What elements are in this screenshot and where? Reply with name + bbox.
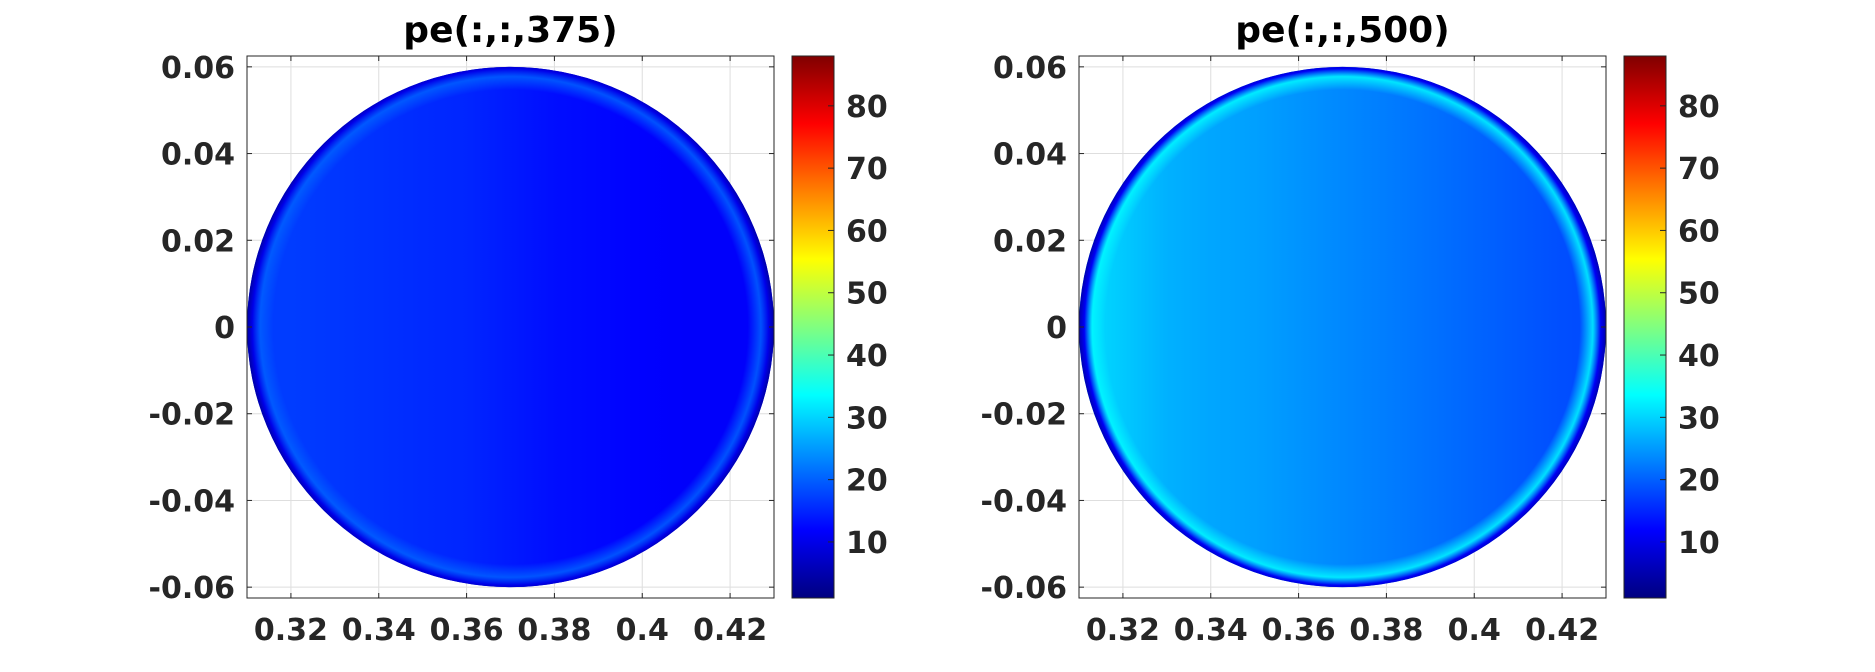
colorbar-tick-label: 80: [846, 90, 888, 125]
y-tick-label: 0.04: [161, 138, 235, 173]
y-tick-label: -0.04: [981, 484, 1067, 519]
colorbar-tick-label: 60: [846, 214, 888, 249]
x-tick-label: 0.34: [1174, 613, 1248, 648]
colorbar-tick-label: 30: [1678, 401, 1720, 436]
heatmap-rim: [1079, 66, 1606, 588]
y-tick-label: 0: [214, 311, 235, 346]
colorbar-tick-label: 50: [846, 277, 888, 312]
colorbar-tick-label: 70: [1678, 152, 1720, 187]
x-tick-label: 0.32: [1086, 613, 1160, 648]
colorbar-tick-label: 80: [1678, 90, 1720, 125]
colorbar-tick-label: 10: [1678, 526, 1720, 561]
y-tick-label: -0.02: [149, 398, 235, 433]
y-tick-label: 0.02: [993, 224, 1067, 259]
x-tick-label: 0.32: [254, 613, 328, 648]
colorbar-tick-label: 20: [846, 464, 888, 499]
x-tick-label: 0.4: [1448, 613, 1501, 648]
colorbar-tick-label: 40: [846, 339, 888, 374]
colorbar-tick-label: 20: [1678, 464, 1720, 499]
x-tick-label: 0.42: [693, 613, 767, 648]
x-tick-label: 0.38: [1349, 613, 1423, 648]
x-tick-label: 0.38: [517, 613, 591, 648]
y-tick-label: -0.06: [149, 571, 235, 606]
chart-panel-1: 0.32 0.34 0.36 0.38 0.4 0.42 0.06 0.04 0.02 0 -0.0…: [149, 10, 888, 648]
colorbar-tick-label: 30: [846, 401, 888, 436]
y-tick-label: 0.04: [993, 138, 1067, 173]
colorbar-tick-label: 40: [1678, 339, 1720, 374]
x-tick-label: 0.36: [430, 613, 504, 648]
colorbar-tick-label: 60: [1678, 214, 1720, 249]
chart-panel-2: 0.32 0.34 0.36 0.38 0.4 0.42 0.06 0.04 0.02 0 -0.0…: [981, 10, 1720, 648]
colorbar: 10 20 30 40 50 60 70 80: [791, 55, 888, 599]
heatmap-rim: [247, 66, 774, 588]
chart-title: pe(:,:,375): [403, 10, 617, 51]
y-tick-label: 0.06: [161, 51, 235, 86]
y-tick-label: 0.02: [161, 224, 235, 259]
chart-title: pe(:,:,500): [1235, 10, 1449, 51]
x-tick-label: 0.4: [616, 613, 669, 648]
colorbar-tick-label: 70: [846, 152, 888, 187]
x-tick-label: 0.34: [342, 613, 416, 648]
y-tick-label: 0.06: [993, 51, 1067, 86]
y-tick-label: -0.04: [149, 484, 235, 519]
colorbar: 10 20 30 40 50 60 70 80: [1623, 55, 1720, 599]
y-tick-label: 0: [1046, 311, 1067, 346]
x-tick-label: 0.36: [1262, 613, 1336, 648]
colorbar-tick-label: 10: [846, 526, 888, 561]
colorbar-scale: [1623, 55, 1667, 599]
colorbar-scale: [791, 55, 835, 599]
y-tick-label: -0.06: [981, 571, 1067, 606]
y-tick-label: -0.02: [981, 398, 1067, 433]
x-tick-label: 0.42: [1525, 613, 1599, 648]
colorbar-tick-label: 50: [1678, 277, 1720, 312]
